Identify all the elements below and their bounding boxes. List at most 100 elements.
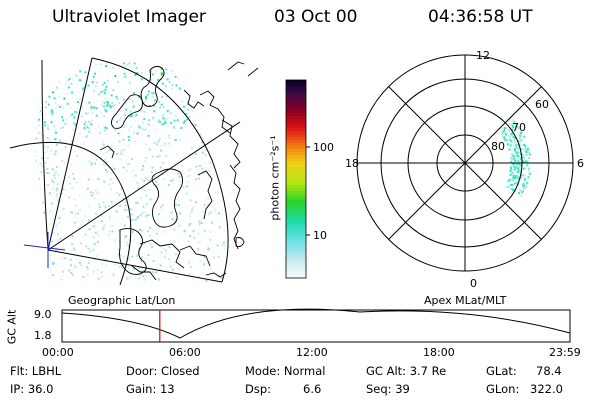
emission-dot bbox=[59, 139, 61, 142]
emission-dot bbox=[218, 151, 221, 154]
emission-dot bbox=[75, 212, 78, 215]
emission-dot bbox=[44, 152, 47, 155]
emission-dot bbox=[33, 60, 35, 62]
emission-dot bbox=[178, 175, 181, 178]
emission-dot bbox=[108, 205, 111, 208]
emission-dot bbox=[50, 149, 52, 152]
emission-dot bbox=[183, 105, 185, 108]
x-tick-0600: 06:00 bbox=[169, 346, 201, 359]
emission-dot bbox=[74, 265, 77, 268]
emission-dot bbox=[71, 211, 73, 214]
emission-dot bbox=[95, 114, 98, 117]
emission-dot bbox=[200, 116, 203, 119]
emission-dot bbox=[189, 168, 192, 171]
emission-dot bbox=[103, 89, 105, 92]
emission-dot bbox=[125, 163, 128, 166]
emission-dot bbox=[100, 275, 103, 278]
emission-dot bbox=[59, 70, 62, 73]
emission-dot bbox=[62, 207, 65, 210]
emission-dot bbox=[155, 57, 157, 59]
emission-dot bbox=[144, 128, 147, 131]
emission-dot bbox=[519, 132, 522, 135]
emission-dot bbox=[55, 248, 58, 251]
emission-dot bbox=[511, 129, 514, 131]
emission-dot bbox=[227, 173, 229, 175]
emission-dot bbox=[153, 175, 156, 178]
emission-dot bbox=[53, 153, 56, 156]
emission-dot bbox=[217, 88, 220, 91]
emission-dot bbox=[209, 152, 212, 155]
emission-dot bbox=[80, 242, 83, 245]
emission-dot bbox=[216, 58, 218, 60]
emission-dot bbox=[76, 155, 79, 158]
emission-dot bbox=[213, 112, 216, 115]
emission-dot bbox=[124, 200, 127, 203]
colorbar-cell bbox=[286, 170, 306, 174]
emission-dot bbox=[511, 133, 514, 136]
emission-dot bbox=[85, 125, 88, 128]
colorbar-cell bbox=[286, 176, 306, 180]
emission-dot bbox=[114, 128, 117, 131]
colorbar-cell bbox=[286, 131, 306, 135]
emission-dot bbox=[168, 258, 171, 261]
emission-dot bbox=[223, 248, 226, 251]
emission-dot bbox=[32, 189, 34, 191]
emission-dot bbox=[504, 127, 507, 130]
emission-dot bbox=[165, 154, 168, 157]
emission-dot bbox=[128, 62, 131, 65]
emission-dot bbox=[35, 187, 38, 190]
emission-dot bbox=[124, 62, 127, 63]
colorbar-cell bbox=[286, 266, 306, 270]
emission-dot bbox=[195, 57, 197, 59]
emission-dot bbox=[220, 276, 223, 279]
emission-dot bbox=[35, 202, 37, 205]
emission-dot bbox=[218, 144, 221, 147]
emission-dot bbox=[45, 106, 47, 109]
emission-dot bbox=[98, 203, 101, 206]
emission-dot bbox=[97, 178, 100, 181]
emission-dot bbox=[73, 177, 76, 180]
emission-dot bbox=[46, 137, 49, 139]
emission-dot bbox=[119, 117, 122, 120]
emission-dot bbox=[66, 65, 69, 68]
emission-dot bbox=[132, 132, 135, 135]
emission-dot bbox=[188, 224, 191, 227]
emission-dot bbox=[198, 88, 201, 90]
emission-dot bbox=[130, 213, 133, 216]
emission-dot bbox=[517, 159, 520, 162]
emission-dot bbox=[33, 184, 35, 186]
emission-dot bbox=[40, 229, 43, 232]
emission-dot bbox=[127, 144, 130, 147]
emission-dot bbox=[33, 109, 35, 111]
emission-dot bbox=[46, 74, 49, 77]
emission-dot bbox=[162, 122, 165, 125]
emission-dot bbox=[518, 162, 521, 165]
emission-dot bbox=[123, 76, 126, 78]
emission-dot bbox=[88, 219, 90, 222]
emission-dot bbox=[78, 132, 81, 135]
emission-dot bbox=[54, 102, 57, 104]
emission-dot bbox=[209, 128, 211, 131]
emission-dot bbox=[513, 120, 516, 123]
colorbar-cell bbox=[286, 134, 306, 138]
polar-emission-dots bbox=[498, 119, 531, 198]
emission-dot bbox=[203, 101, 206, 104]
emission-dot bbox=[99, 57, 101, 59]
emission-dot bbox=[176, 119, 179, 122]
emission-dot bbox=[209, 238, 212, 241]
emission-dot bbox=[189, 212, 192, 215]
gc-alt-ytick-1: 1.8 bbox=[34, 329, 52, 342]
emission-dot bbox=[516, 128, 518, 131]
emission-dot bbox=[202, 151, 204, 154]
emission-dot bbox=[44, 230, 47, 233]
emission-dot bbox=[527, 151, 530, 154]
emission-dot bbox=[514, 147, 517, 150]
emission-dot bbox=[528, 160, 531, 163]
emission-dot bbox=[528, 153, 531, 156]
emission-dot bbox=[97, 277, 100, 280]
emission-dot bbox=[146, 178, 149, 181]
emission-dot bbox=[134, 73, 137, 76]
emission-dot bbox=[74, 123, 77, 126]
emission-dot bbox=[112, 89, 115, 92]
emission-dot bbox=[193, 59, 195, 61]
